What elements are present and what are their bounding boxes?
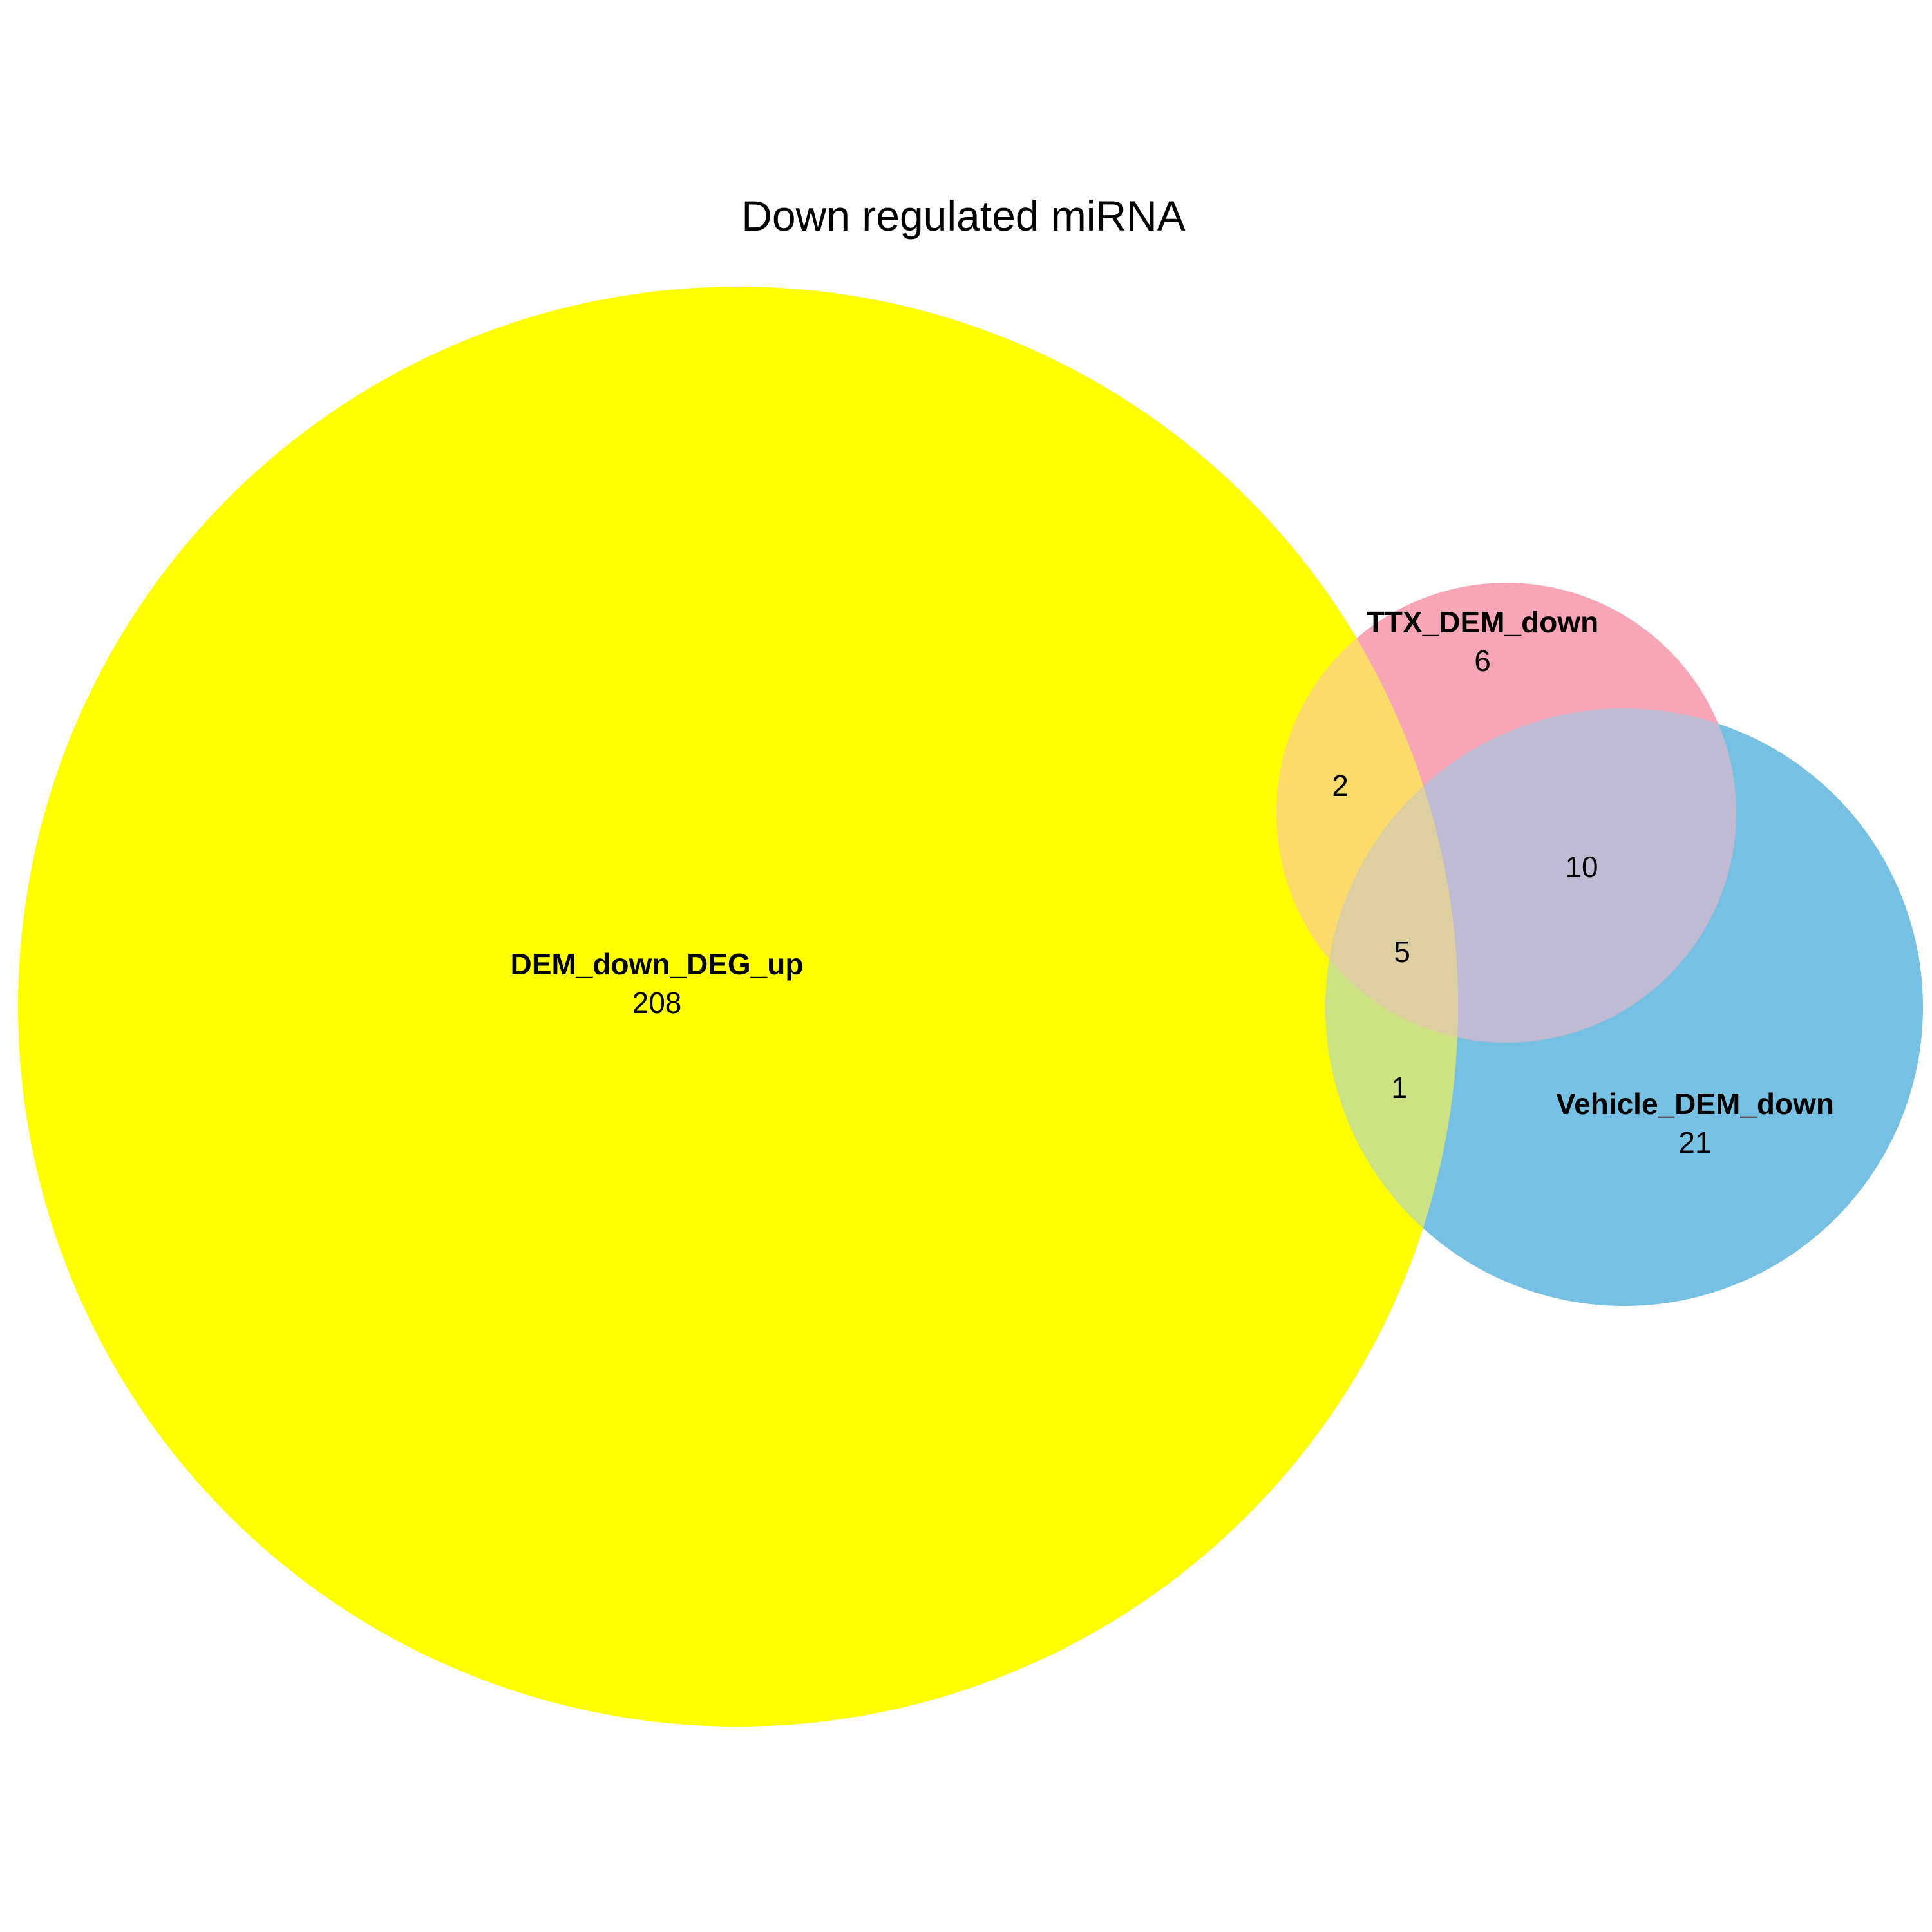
intersection-count-ttx-vehicle: 10 <box>1565 850 1598 884</box>
intersection-count-all-three: 5 <box>1394 935 1410 969</box>
set-count-vehicle-dem-down: 21 <box>1678 1126 1711 1159</box>
set-count-dem-down-deg-up: 208 <box>632 986 682 1019</box>
intersection-count-dem-ttx: 2 <box>1332 769 1349 802</box>
set-circle-dem-down-deg-up <box>18 287 1458 1727</box>
set-label-vehicle-dem-down: Vehicle_DEM_down <box>1556 1087 1834 1121</box>
diagram-title: Down regulated miRNA <box>741 192 1186 240</box>
region-all-three <box>1325 708 1458 1043</box>
intersection-count-dem-vehicle: 1 <box>1391 1071 1408 1104</box>
set-count-ttx-dem-down: 6 <box>1474 644 1491 677</box>
set-label-ttx-dem-down: TTX_DEM_down <box>1367 605 1598 639</box>
set-label-dem-down-deg-up: DEM_down_DEG_up <box>511 947 804 981</box>
